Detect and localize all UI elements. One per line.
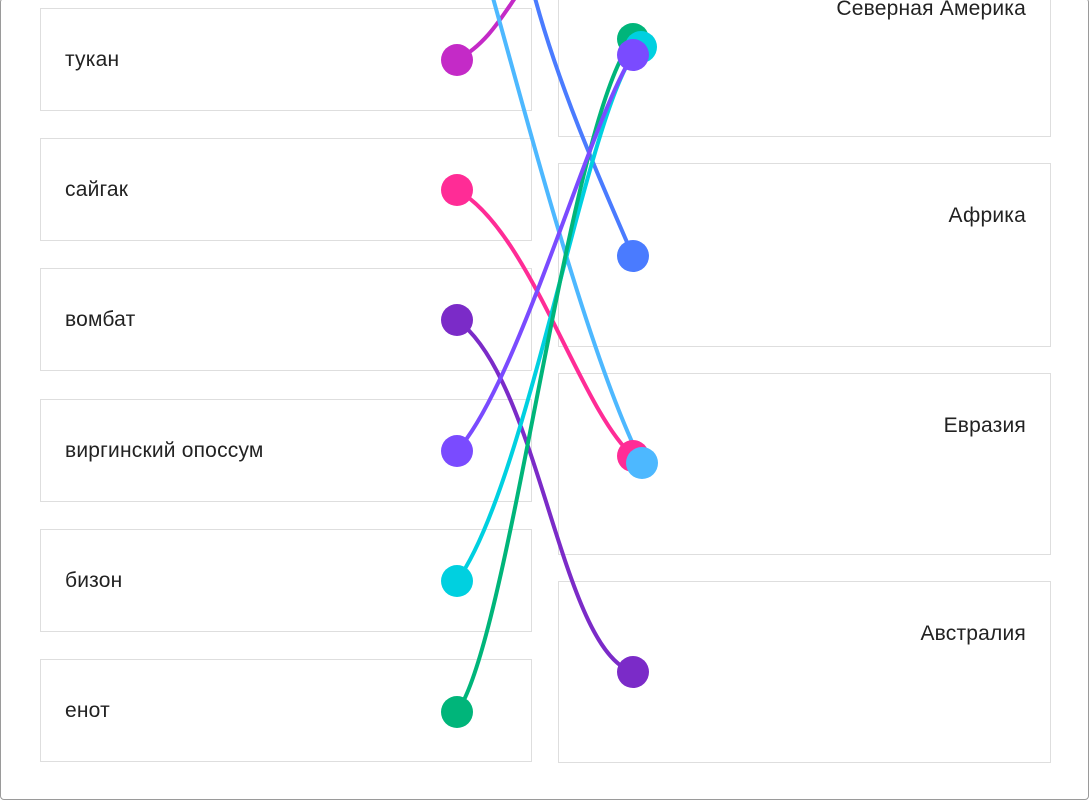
connector-handle-opossum[interactable] xyxy=(441,435,473,467)
left-item-label: виргинский опоссум xyxy=(65,438,264,462)
connector-handle-raccoon[interactable] xyxy=(441,696,473,728)
right-item-label: Австралия xyxy=(920,622,1026,645)
left-item-label: бизон xyxy=(65,568,123,592)
connector-handle-bison[interactable] xyxy=(441,565,473,597)
right-item-label: Северная Америка xyxy=(836,0,1026,20)
right-item-label: Евразия xyxy=(943,414,1026,437)
connector-handle-wombat[interactable] xyxy=(441,304,473,336)
connector-end-opossum[interactable] xyxy=(617,39,649,71)
left-item-label: сайгак xyxy=(65,177,129,201)
right-item-label: Африка xyxy=(948,204,1026,227)
left-item-label: енот xyxy=(65,698,110,722)
connector-handle-toucan[interactable] xyxy=(441,44,473,76)
connector-end-wombat[interactable] xyxy=(617,656,649,688)
left-item-label: тукан xyxy=(65,47,120,71)
left-item-label: вомбат xyxy=(65,307,136,331)
connector-end-africa[interactable] xyxy=(617,240,649,272)
connector-end-eurasia-blue[interactable] xyxy=(626,447,658,479)
connector-handle-saiga[interactable] xyxy=(441,174,473,206)
